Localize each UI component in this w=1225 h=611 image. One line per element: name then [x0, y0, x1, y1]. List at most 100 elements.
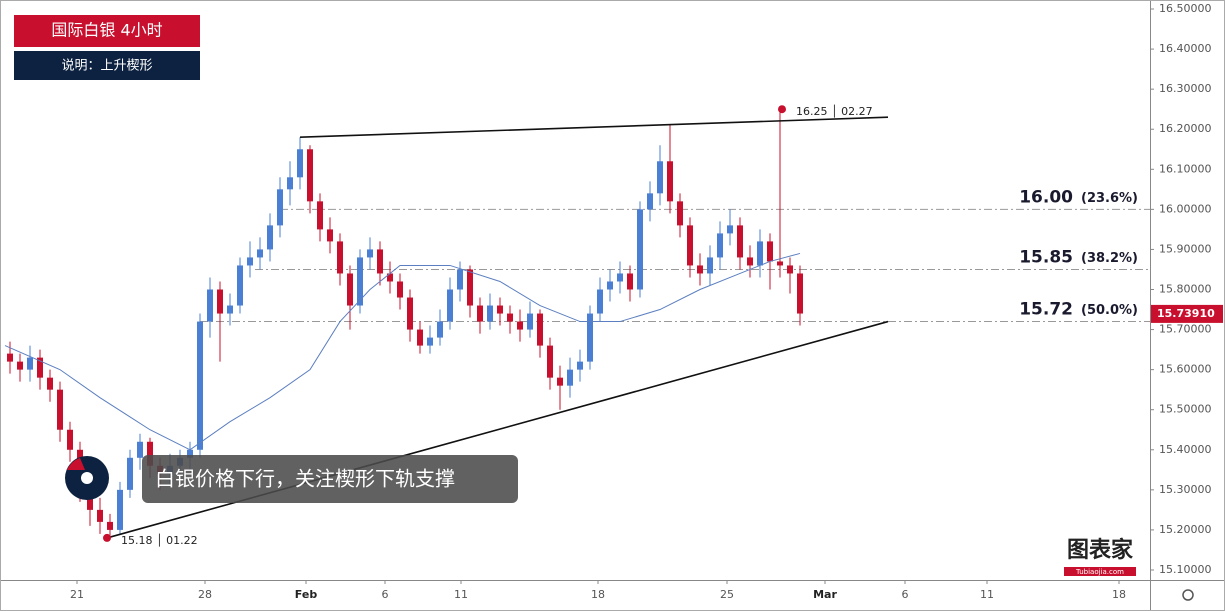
annotation-text: 白银价格下行，关注楔形下轨支撑	[155, 467, 455, 491]
chart-subtitle: 说明：上升楔形	[61, 59, 152, 74]
candle-body	[687, 225, 693, 266]
candle-body	[607, 281, 613, 290]
candle-body	[587, 313, 593, 362]
logo-site: Tubiaojia.com	[1075, 568, 1124, 576]
y-tick-label: 15.80000	[1159, 282, 1212, 295]
y-tick-label: 15.20000	[1159, 523, 1212, 536]
candle-body	[37, 357, 43, 378]
y-tick-label: 15.50000	[1159, 403, 1212, 416]
plot-area	[4, 109, 1150, 539]
candle-body	[407, 297, 413, 330]
y-tick-label: 16.40000	[1159, 42, 1212, 55]
candle-body	[47, 377, 53, 390]
candle-body	[17, 361, 23, 370]
fib-level-label: 15.85	[1019, 247, 1073, 267]
candle-body	[747, 257, 753, 266]
candle-body	[767, 241, 773, 262]
candle-body	[127, 457, 133, 490]
candle-body	[67, 429, 73, 450]
x-tick-label: Feb	[295, 588, 318, 601]
candle-body	[277, 189, 283, 226]
x-tick-label: 18	[1112, 588, 1126, 601]
candle-body	[537, 313, 543, 346]
candle-body	[637, 209, 643, 290]
extreme-point	[103, 533, 111, 542]
candle-body	[737, 225, 743, 258]
candle-body	[727, 225, 733, 234]
candle-body	[327, 229, 333, 242]
candle-body	[557, 377, 563, 386]
candle-body	[777, 261, 783, 266]
candle-body	[437, 321, 443, 338]
candle-body	[527, 313, 533, 330]
candle-body	[757, 241, 763, 266]
candle-body	[317, 201, 323, 230]
x-tick-label: 6	[902, 588, 909, 601]
x-tick-label: 25	[720, 588, 734, 601]
fib-level-pct: (50.0%)	[1081, 303, 1138, 318]
last-price-label: 15.73910	[1157, 307, 1215, 320]
candle-body	[367, 249, 373, 258]
candle-body	[297, 149, 303, 178]
moving-average	[4, 252, 801, 451]
x-tick-label: 11	[454, 588, 468, 601]
candle-body	[87, 489, 93, 510]
y-tick-label: 16.20000	[1159, 122, 1212, 135]
x-tick-label: 6	[382, 588, 389, 601]
candle-body	[257, 249, 263, 258]
x-tick-label: 11	[980, 588, 994, 601]
y-tick-label: 15.10000	[1159, 563, 1212, 576]
candle-body	[227, 305, 233, 314]
x-tick-label: Mar	[813, 588, 837, 601]
y-tick-label: 15.70000	[1159, 323, 1212, 336]
candle-body	[397, 281, 403, 298]
candle-body	[107, 521, 113, 530]
title-box	[14, 15, 200, 47]
candle-body	[347, 273, 353, 306]
candle-body	[307, 149, 313, 202]
logo-name: 图表家	[1067, 537, 1134, 563]
candle-body	[217, 289, 223, 314]
fib-level-label: 15.72	[1019, 300, 1073, 320]
candle-body	[507, 313, 513, 322]
candle-body	[657, 161, 663, 194]
fib-level-pct: (23.6%)	[1081, 191, 1138, 206]
candle-body	[567, 369, 573, 386]
candle-body	[667, 161, 673, 202]
candle-body	[517, 321, 523, 330]
candle-body	[147, 441, 153, 466]
candle-body	[117, 489, 123, 530]
candle-body	[697, 265, 703, 274]
x-tick-label: 21	[70, 588, 84, 601]
settings-icon[interactable]	[1182, 589, 1194, 601]
candle-body	[337, 241, 343, 274]
candle-body	[7, 353, 13, 362]
last-price-tag	[1151, 304, 1223, 323]
candle-body	[647, 193, 653, 210]
logo-bar	[1064, 567, 1136, 576]
fib-level-label: 16.00	[1019, 187, 1073, 207]
avatar-icon-accent	[67, 458, 85, 470]
candle-body	[187, 449, 193, 458]
extreme-point-label: 16.25 │ 02.27	[796, 104, 873, 118]
chart-title: 国际白银 4小时	[51, 21, 162, 40]
fib-level-pct: (38.2%)	[1081, 251, 1138, 266]
y-tick-label: 15.90000	[1159, 242, 1212, 255]
candle-body	[467, 269, 473, 306]
candle-body	[707, 257, 713, 274]
candle-body	[797, 273, 803, 314]
candle-body	[57, 389, 63, 430]
candle-body	[417, 329, 423, 346]
candle-body	[447, 289, 453, 322]
candle-body	[597, 289, 603, 314]
x-tick-label: 28	[198, 588, 212, 601]
candle-body	[377, 249, 383, 274]
avatar-icon-eye	[81, 472, 93, 484]
y-tick-label: 16.30000	[1159, 82, 1212, 95]
candle-body	[207, 289, 213, 322]
candle-body	[267, 225, 273, 250]
candle-body	[717, 233, 723, 258]
y-tick-label: 15.30000	[1159, 483, 1212, 496]
